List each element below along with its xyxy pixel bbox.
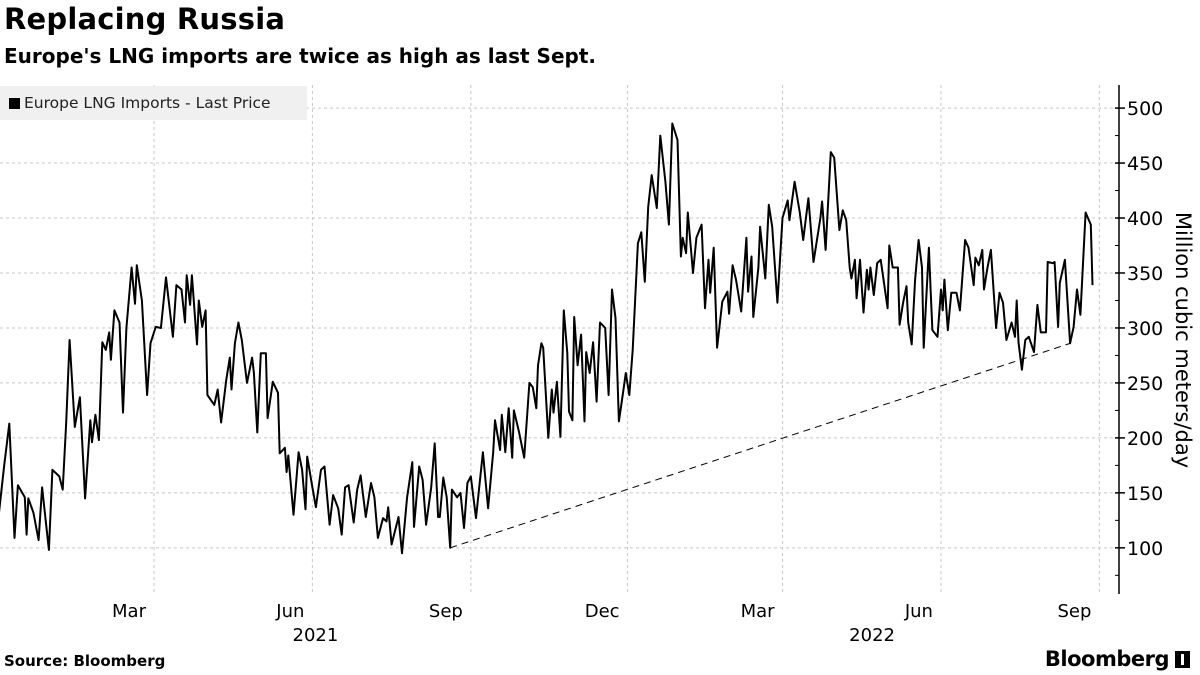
- y-tick-label: 100: [1127, 538, 1163, 560]
- year-label: 2022: [849, 625, 895, 646]
- y-tick-label: 450: [1127, 153, 1163, 175]
- y-tick-label: 350: [1127, 263, 1163, 285]
- dashed-trendline: [450, 342, 1071, 549]
- series-line: [0, 122, 1094, 555]
- bloomberg-mark-icon: [1175, 650, 1190, 668]
- gridlines: [0, 85, 1119, 594]
- x-tick-label: Dec: [585, 601, 620, 622]
- y-tick-label: 200: [1127, 428, 1163, 450]
- chart-subtitle: Europe's LNG imports are twice as high a…: [4, 44, 597, 68]
- y-tick-label: 300: [1127, 318, 1163, 340]
- x-tick-label: Mar: [112, 601, 147, 622]
- legend: Europe LNG Imports - Last Price: [0, 86, 307, 120]
- y-tick-label: 400: [1127, 208, 1163, 230]
- y-axis-title: Million cubic meters/day: [1171, 212, 1195, 468]
- year-label: 2021: [293, 625, 339, 646]
- chart-title: Replacing Russia: [4, 2, 286, 36]
- x-tick-label: Sep: [1057, 601, 1091, 622]
- source-note: Source: Bloomberg: [4, 652, 166, 670]
- y-tick-label: 250: [1127, 373, 1163, 395]
- series-layer: [0, 122, 1094, 555]
- y-tick-label: 150: [1127, 483, 1163, 505]
- bloomberg-logo: Bloomberg: [1045, 647, 1190, 671]
- logo-text: Bloomberg: [1044, 647, 1170, 671]
- x-tick-label: Jun: [904, 601, 933, 622]
- x-tick-label: Jun: [275, 601, 304, 622]
- trendline-layer: [450, 342, 1071, 549]
- x-tick-label: Mar: [741, 601, 776, 622]
- legend-label: Europe LNG Imports - Last Price: [24, 94, 271, 112]
- legend-swatch-icon: [9, 97, 20, 109]
- x-tick-label: Sep: [429, 601, 463, 622]
- y-tick-label: 500: [1127, 98, 1163, 120]
- axes: 100 150 200 250 300 350 400 450 500 Mar Jun Sep Dec M…: [112, 85, 1195, 646]
